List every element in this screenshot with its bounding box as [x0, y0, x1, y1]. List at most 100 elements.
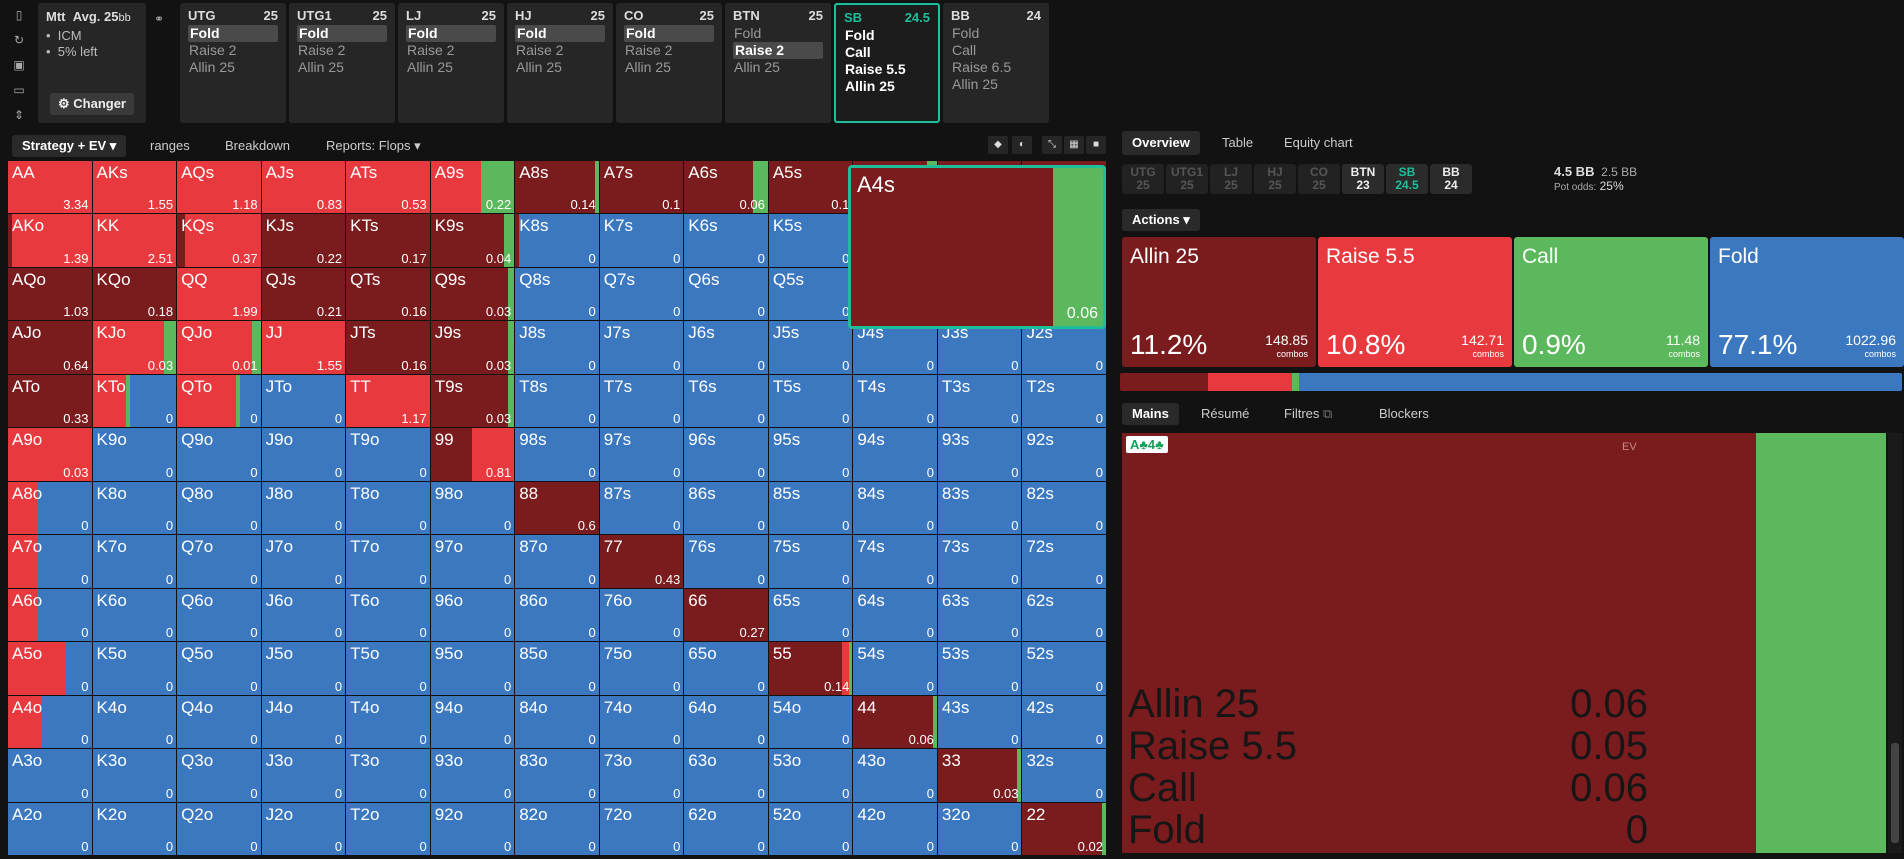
hand-cell[interactable]: Q8s 0 [515, 267, 599, 321]
hand-cell[interactable]: QJs 0.21 [261, 267, 346, 321]
position-action[interactable]: Fold [188, 25, 278, 42]
hand-cell[interactable]: Q5o 0 [177, 642, 261, 695]
cube-icon[interactable]: ◆ [988, 136, 1008, 154]
hand-cell[interactable]: 94o 0 [430, 695, 515, 749]
hand-cell[interactable]: J4s 0 [853, 321, 937, 374]
hand-cell[interactable]: 63s 0 [937, 588, 1022, 642]
hand-cell[interactable]: JJ 1.55 [261, 321, 346, 374]
compress-icon[interactable]: ⤡ [1042, 136, 1062, 154]
hand-cell[interactable]: 73o 0 [599, 749, 684, 802]
hand-cell[interactable]: 53s 0 [937, 642, 1022, 695]
position-sb[interactable]: SB 24.5 Fold Call Raise 5.5 Allin 25 [834, 3, 940, 123]
hand-cell[interactable]: A7o 0 [8, 535, 92, 588]
hand-cell[interactable]: 98o 0 [430, 481, 515, 535]
hand-cell[interactable]: A4o 0 [8, 695, 92, 749]
hand-cell[interactable]: 96o 0 [430, 588, 515, 642]
hand-cell[interactable]: K4o 0 [92, 695, 177, 749]
hand-cell[interactable]: T7o 0 [346, 535, 430, 588]
hand-cell[interactable]: K9s 0.04 [430, 214, 515, 267]
position-action[interactable]: Fold [845, 27, 875, 43]
position-action[interactable]: Raise 2 [733, 42, 823, 59]
hand-cell[interactable]: 52o 0 [768, 802, 853, 855]
change-button[interactable]: ⚙ Changer [50, 93, 134, 115]
position-action[interactable]: Allin 25 [952, 76, 998, 92]
hand-cell[interactable]: 74o 0 [599, 695, 684, 749]
hand-cell[interactable]: K8s 0 [515, 214, 599, 267]
hand-cell[interactable]: QTs 0.16 [346, 267, 430, 321]
hand-cell[interactable]: JTo 0 [261, 374, 346, 428]
position-action[interactable]: Fold [952, 25, 980, 41]
hand-cell[interactable]: 53o 0 [768, 749, 853, 802]
hand-cell[interactable]: Q8o 0 [177, 481, 261, 535]
position-utg1[interactable]: UTG1 25 Fold Raise 2 Allin 25 [289, 3, 395, 123]
hand-cell[interactable]: A9o 0.03 [8, 428, 92, 481]
position-action[interactable]: Raise 2 [516, 42, 564, 58]
hand-cell[interactable]: 64o 0 [684, 695, 768, 749]
hand-cell[interactable]: 72o 0 [599, 802, 684, 855]
position-action[interactable]: Fold [624, 25, 714, 42]
position-action[interactable]: Allin 25 [407, 59, 453, 75]
hand-cell[interactable]: 94s 0 [853, 428, 937, 481]
action-card[interactable]: Raise 5.5 10.8% 142.71 combos [1318, 237, 1512, 367]
hand-cell[interactable]: K7s 0 [599, 214, 684, 267]
tab-resume[interactable]: Résumé [1201, 406, 1250, 421]
hand-cell[interactable]: JTs 0.16 [346, 321, 430, 374]
scrollbar[interactable] [1888, 433, 1902, 853]
hand-cell[interactable]: K5s 0 [768, 214, 853, 267]
tab-breakdown[interactable]: Breakdown [225, 138, 291, 153]
hand-cell[interactable]: K6s 0 [684, 214, 768, 267]
gamepad-icon[interactable]: ▭ [13, 83, 25, 97]
hand-cell[interactable]: KTo 0 [92, 374, 177, 428]
position-lj[interactable]: LJ 25 Fold Raise 2 Allin 25 [398, 3, 504, 123]
position-action[interactable]: Fold [515, 25, 605, 42]
hand-cell[interactable]: 95s 0 [768, 428, 853, 481]
hand-cell[interactable]: 93o 0 [430, 749, 515, 802]
hand-cell[interactable]: T3s 0 [937, 374, 1022, 428]
hand-cell[interactable]: 84s 0 [853, 481, 937, 535]
position-action[interactable]: Fold [297, 25, 387, 42]
position-action[interactable]: Call [952, 42, 977, 58]
hand-cell[interactable]: 44 0.06 [853, 695, 937, 749]
hand-cell[interactable]: A2o 0 [8, 802, 92, 855]
chip-utg1[interactable]: UTG1 25 [1166, 164, 1208, 194]
position-action[interactable]: Allin 25 [845, 78, 895, 94]
hand-cell[interactable]: 54s 0 [853, 642, 937, 695]
hand-cell[interactable]: KQs 0.37 [177, 214, 261, 267]
hand-cell[interactable]: T6s 0 [684, 374, 768, 428]
hand-cell[interactable]: 42s 0 [1022, 695, 1106, 749]
hand-cell[interactable]: J6o 0 [261, 588, 346, 642]
hand-cell[interactable]: T9s 0.03 [430, 374, 515, 428]
bookmark-icon[interactable]: ▯ [15, 8, 23, 22]
chip-hj[interactable]: HJ 25 [1254, 164, 1296, 194]
hand-cell[interactable]: K6o 0 [92, 588, 177, 642]
grid-icon[interactable]: ▦ [1064, 136, 1084, 154]
tab-ranges[interactable]: ranges [150, 138, 190, 153]
hand-cell[interactable]: 97s 0 [599, 428, 684, 481]
hand-cell[interactable]: 85s 0 [768, 481, 853, 535]
hand-cell[interactable]: AKs 1.55 [92, 161, 177, 214]
action-card[interactable]: Fold 77.1% 1022.96 combos [1710, 237, 1904, 367]
position-action[interactable]: Raise 2 [625, 42, 673, 58]
hand-cell[interactable]: AQo 1.03 [8, 267, 92, 321]
hand-cell[interactable]: A7s 0.1 [599, 161, 684, 214]
position-co[interactable]: CO 25 Fold Raise 2 Allin 25 [616, 3, 722, 123]
hand-cell[interactable]: J7s 0 [599, 321, 684, 374]
hand-cell[interactable]: TT 1.17 [346, 374, 430, 428]
hand-cell[interactable]: 97o 0 [430, 535, 515, 588]
hand-cell[interactable]: 65s 0 [768, 588, 853, 642]
hand-cell[interactable]: 22 0.02 [1022, 802, 1106, 855]
tab-overview[interactable]: Overview [1122, 131, 1200, 155]
hand-cell[interactable]: T6o 0 [346, 588, 430, 642]
hand-cell[interactable]: 62s 0 [1022, 588, 1106, 642]
tab-filters[interactable]: Filtres ⧉ [1284, 406, 1333, 421]
chip-btn[interactable]: BTN 23 [1342, 164, 1384, 194]
hand-cell[interactable]: T2o 0 [346, 802, 430, 855]
hand-cell[interactable]: 88 0.6 [515, 481, 599, 535]
hand-cell[interactable]: J6s 0 [684, 321, 768, 374]
hand-cell[interactable]: J5s 0 [768, 321, 853, 374]
hand-cell[interactable]: K9o 0 [92, 428, 177, 481]
action-card[interactable]: Allin 25 11.2% 148.85 combos [1122, 237, 1316, 367]
action-card[interactable]: Call 0.9% 11.48 combos [1514, 237, 1708, 367]
tab-reports-flops[interactable]: Reports: Flops ▾ [326, 138, 421, 153]
hand-cell[interactable]: Q6o 0 [177, 588, 261, 642]
